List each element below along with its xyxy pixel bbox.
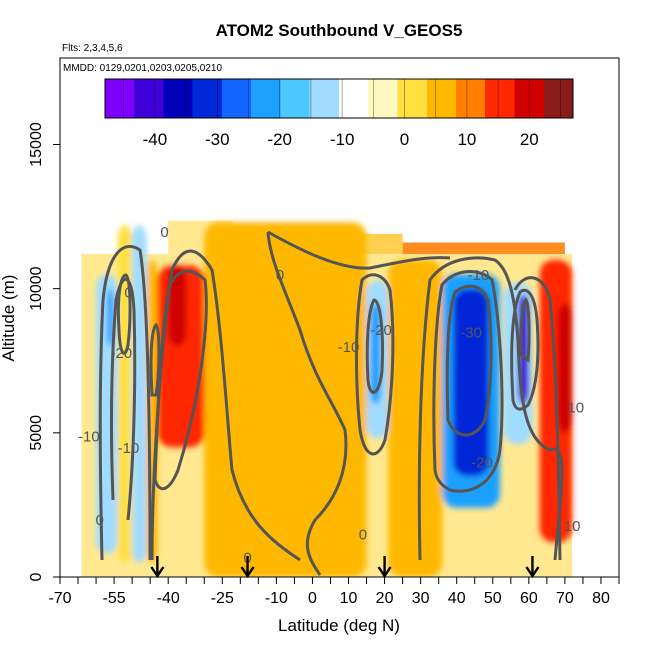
y-tick-label: 15000 — [28, 122, 45, 167]
contour-label: 0 — [124, 284, 132, 301]
field-cell — [132, 225, 147, 563]
field-cell — [106, 288, 115, 347]
x-axis-label: Latitude (deg N) — [278, 616, 400, 635]
contour-label: -10 — [468, 267, 490, 284]
contour-label: 0 — [160, 224, 168, 241]
contour-minus10-far-north — [510, 288, 540, 411]
colorbar-tick-label: -30 — [205, 130, 230, 149]
contour-label: 10 — [564, 518, 581, 535]
flights-text: Flts: 2,3,4,5,6 — [62, 43, 123, 54]
field-cell — [557, 303, 573, 433]
x-tick-label: -70 — [48, 590, 71, 607]
y-tick-label: 0 — [28, 572, 45, 581]
colorbar-tick-label: -20 — [267, 130, 292, 149]
contour-label: -10 — [338, 339, 360, 356]
colorbar: -40 -30 -20 -10 0 10 20 — [104, 78, 574, 149]
contour-label: 0 — [95, 512, 103, 529]
colorbar-frame — [104, 78, 574, 119]
flight-arrow — [240, 556, 255, 579]
x-tick-label: -10 — [265, 590, 288, 607]
contour-lines — [98, 230, 564, 576]
x-tick-label: 40 — [448, 590, 466, 607]
y-tick-label: 10000 — [28, 266, 45, 311]
colorbar-tick-label: -40 — [143, 130, 168, 149]
colorbar-tick-label: 0 — [400, 130, 409, 149]
contour-minus10-south — [110, 277, 137, 521]
field-cell — [388, 259, 443, 577]
colorbar-ticks: -40 -30 -20 -10 0 10 20 — [143, 130, 539, 149]
contour-label: 0 — [359, 527, 367, 544]
y-tick-label: 5000 — [28, 415, 45, 451]
flight-arrows — [150, 556, 540, 579]
x-tick-label: 10 — [340, 590, 358, 607]
x-tick-label: -55 — [103, 590, 126, 607]
contour-zero-tropical — [266, 231, 348, 576]
wind-field — [81, 220, 573, 577]
y-axis: 0 5000 10000 15000 — [28, 122, 60, 581]
colorbar-tick-label: -10 — [330, 130, 355, 149]
x-axis: -70 -55 -40 -25 -10 0 10 20 30 40 50 60 70 80 — [48, 576, 620, 607]
x-tick-label: 60 — [520, 590, 538, 607]
colorbar-tick-label: 10 — [457, 130, 476, 149]
field-cell — [117, 225, 133, 563]
contour-ten-north — [513, 276, 562, 561]
x-tick-label: 50 — [484, 590, 502, 607]
dates-text: MMDD: 0129,0201,0203,0205,0210 — [63, 63, 222, 74]
contour-zero-southern — [98, 245, 152, 561]
x-tick-label: -25 — [211, 590, 234, 607]
contour-label: -30 — [460, 325, 482, 342]
flight-arrow — [525, 556, 540, 579]
x-tick-label: 80 — [592, 590, 610, 607]
contour-labels: 00-100-20-10-30-20-10-10-201000100 — [78, 224, 584, 567]
contour-label: -20 — [471, 454, 493, 471]
contour-zero-center — [267, 230, 451, 270]
field-cell — [204, 222, 367, 577]
field-cell — [453, 288, 490, 477]
x-tick-label: -40 — [157, 590, 180, 607]
x-tick-label: 0 — [308, 590, 317, 607]
contour-minus10-center — [354, 273, 395, 456]
colorbar-fill — [105, 79, 573, 118]
colorbar-tick-label: 20 — [520, 130, 539, 149]
field-cell — [168, 265, 187, 347]
contour-label: -10 — [118, 440, 140, 457]
flight-arrow — [150, 556, 165, 579]
y-axis-label: Altitude (m) — [0, 275, 18, 362]
chart-title: ATOM2 Southbound V_GEOS5 — [216, 21, 463, 40]
contour-label: 0 — [276, 267, 284, 284]
field-top-step — [402, 242, 565, 255]
contour-minus10-north — [417, 256, 564, 561]
contour-label: -20 — [370, 322, 392, 339]
field-cell — [370, 303, 381, 404]
x-tick-label: 30 — [412, 590, 430, 607]
contour-minus20-center — [365, 298, 384, 394]
x-tick-label: 20 — [376, 590, 394, 607]
contour-minus30-far-north — [519, 297, 531, 363]
contour-minus20-south — [116, 273, 132, 355]
contour-label: -10 — [78, 428, 100, 445]
contour-ten-south — [153, 269, 208, 491]
flight-arrow — [377, 556, 392, 579]
x-tick-label: 70 — [556, 590, 574, 607]
contour-label: 10 — [567, 400, 584, 417]
contour-minus30-north — [445, 284, 493, 437]
colorbar-divisions — [123, 79, 561, 118]
contour-minus20-north — [432, 270, 504, 493]
contour-label: -20 — [110, 345, 132, 362]
contour-twenty-south — [149, 322, 161, 397]
